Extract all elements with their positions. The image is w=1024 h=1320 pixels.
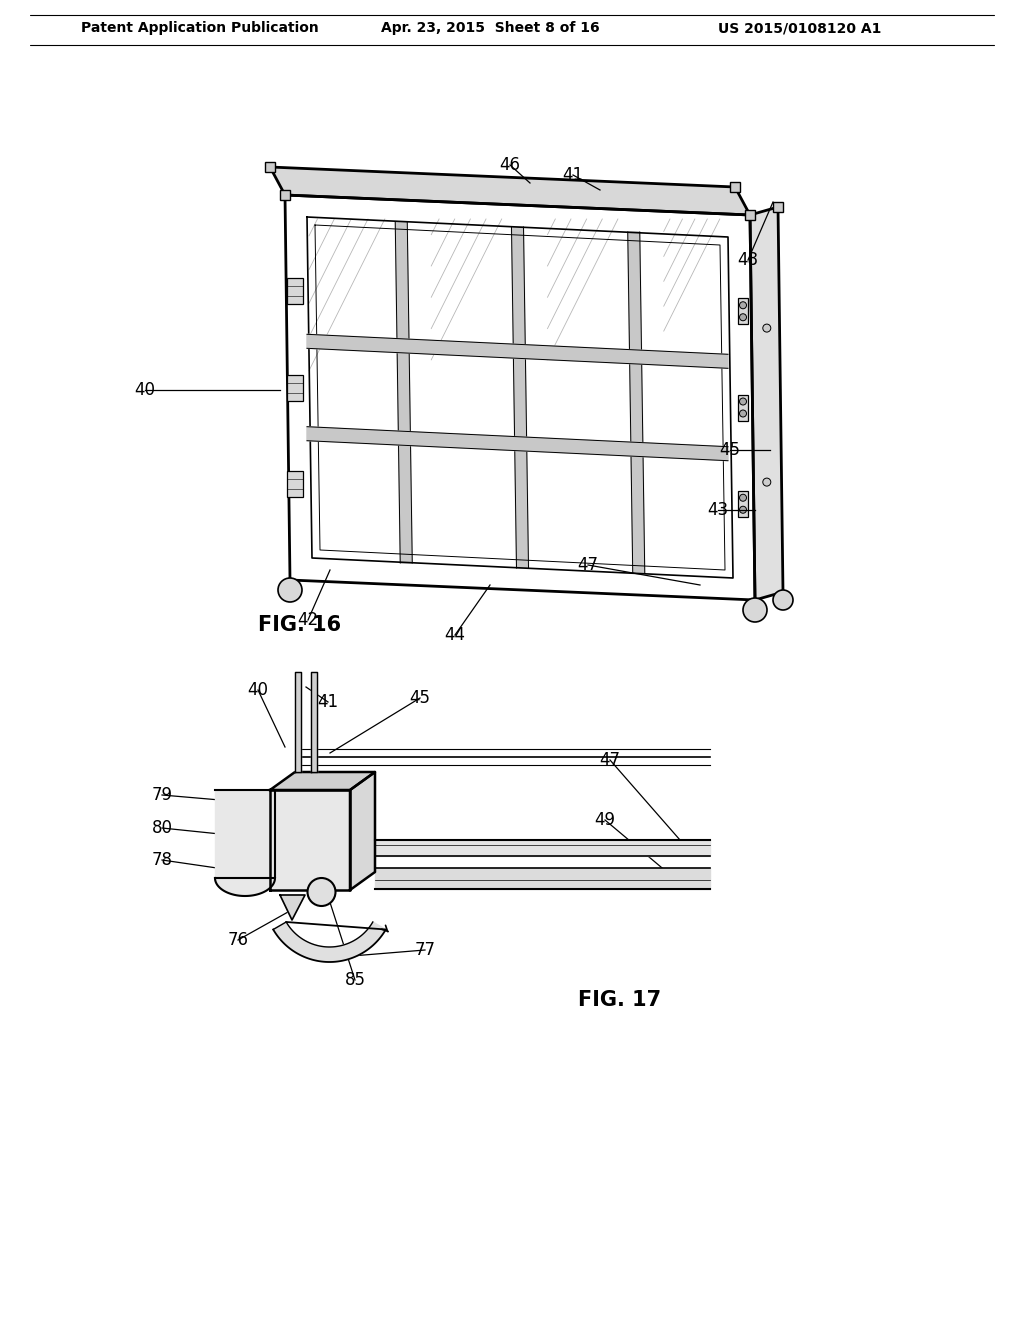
Text: 40: 40: [248, 681, 268, 700]
Polygon shape: [375, 869, 710, 888]
Polygon shape: [270, 789, 350, 890]
Text: 80: 80: [152, 818, 172, 837]
Polygon shape: [270, 772, 375, 789]
Text: 41: 41: [317, 693, 339, 711]
Polygon shape: [273, 921, 386, 962]
Text: 48: 48: [737, 251, 759, 269]
Text: 43: 43: [708, 502, 728, 519]
Polygon shape: [307, 426, 728, 461]
Bar: [287, 375, 303, 400]
Text: 85: 85: [344, 972, 366, 989]
Bar: [738, 395, 748, 421]
Text: 40: 40: [134, 381, 156, 399]
Bar: [287, 279, 303, 304]
Text: FIG. 16: FIG. 16: [258, 615, 342, 635]
Bar: [730, 182, 740, 191]
Circle shape: [773, 590, 793, 610]
Polygon shape: [307, 334, 728, 368]
Text: 42: 42: [297, 611, 318, 630]
Bar: [745, 210, 755, 220]
Text: 46: 46: [500, 156, 520, 174]
Text: 45: 45: [410, 689, 430, 708]
Bar: [773, 202, 783, 213]
Polygon shape: [395, 222, 413, 564]
Text: 44: 44: [444, 626, 466, 644]
Circle shape: [763, 478, 771, 486]
Text: 77: 77: [415, 941, 435, 960]
Circle shape: [743, 598, 767, 622]
Text: Apr. 23, 2015  Sheet 8 of 16: Apr. 23, 2015 Sheet 8 of 16: [381, 21, 599, 36]
Text: 47: 47: [578, 556, 598, 574]
Polygon shape: [280, 895, 305, 920]
Text: 76: 76: [227, 931, 249, 949]
Circle shape: [763, 325, 771, 333]
Bar: [287, 471, 303, 496]
Text: 49: 49: [595, 810, 615, 829]
Circle shape: [739, 314, 746, 321]
Polygon shape: [628, 232, 645, 573]
Polygon shape: [295, 672, 301, 772]
Text: 79: 79: [152, 785, 172, 804]
Bar: [738, 491, 748, 516]
Circle shape: [307, 878, 336, 906]
Polygon shape: [311, 672, 317, 772]
Text: 47: 47: [599, 751, 621, 770]
Polygon shape: [270, 168, 750, 215]
Circle shape: [278, 578, 302, 602]
Circle shape: [739, 411, 746, 417]
Circle shape: [739, 302, 746, 309]
Polygon shape: [285, 195, 755, 601]
Polygon shape: [512, 227, 528, 568]
Circle shape: [739, 399, 746, 405]
Polygon shape: [350, 772, 375, 890]
Bar: [738, 298, 748, 325]
Bar: [265, 162, 275, 172]
Polygon shape: [215, 878, 275, 896]
Text: Patent Application Publication: Patent Application Publication: [81, 21, 318, 36]
Text: 78: 78: [152, 851, 172, 869]
Text: 45: 45: [720, 441, 740, 459]
Bar: [280, 190, 290, 201]
Text: 41: 41: [562, 166, 584, 183]
Polygon shape: [750, 207, 783, 601]
Polygon shape: [215, 789, 275, 878]
Text: FIG. 17: FIG. 17: [579, 990, 662, 1010]
Polygon shape: [375, 840, 710, 855]
Text: US 2015/0108120 A1: US 2015/0108120 A1: [718, 21, 882, 36]
Circle shape: [739, 494, 746, 502]
Circle shape: [739, 507, 746, 513]
